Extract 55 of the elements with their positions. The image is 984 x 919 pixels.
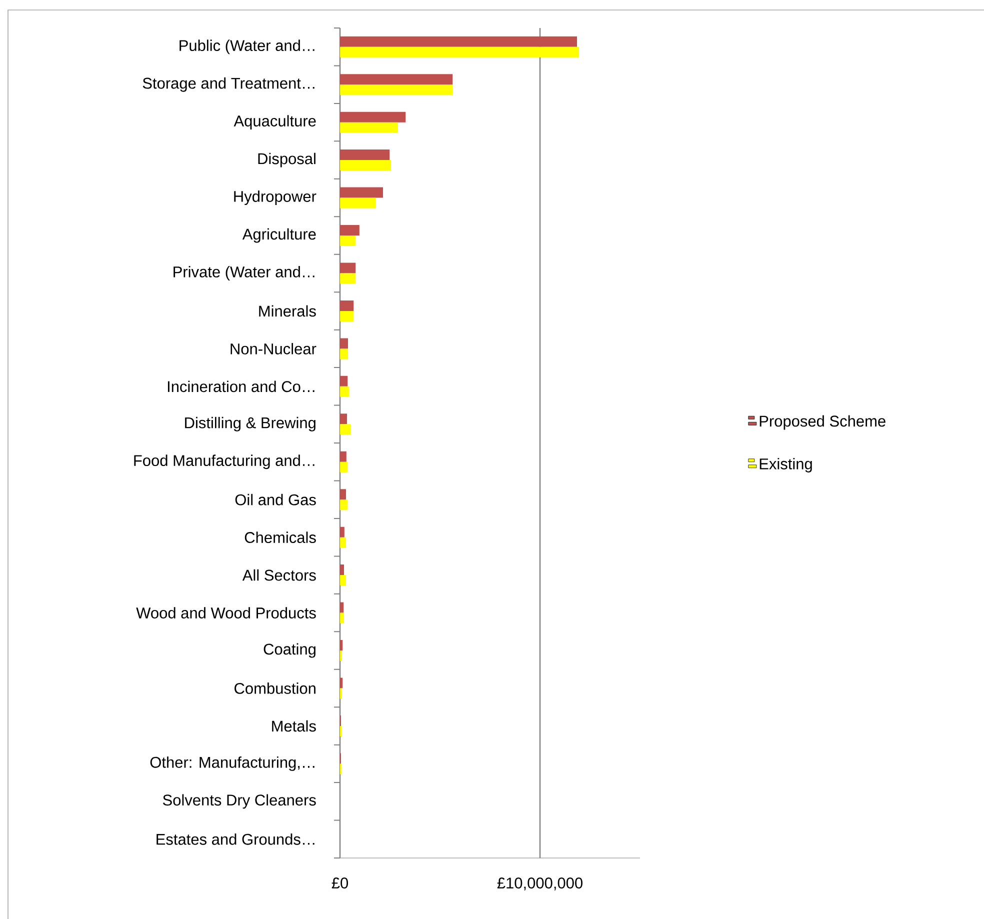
- y-tick-label: Oil and Gas: [235, 494, 316, 506]
- legend-label: Existing: [760, 458, 812, 472]
- y-tick-label: Minerals: [259, 305, 316, 317]
- y-tick-label: Coating: [264, 643, 316, 658]
- y-tick-label: Solvents Dry Cleaners: [162, 794, 316, 809]
- bar: [340, 112, 406, 122]
- y-tick-label: Public (Water and…: [180, 40, 314, 54]
- legend-label: Proposed Scheme: [760, 415, 886, 430]
- bar: [340, 526, 344, 538]
- bar: [340, 575, 346, 586]
- y-tick-label: Metals: [272, 720, 316, 732]
- bar: [340, 84, 453, 96]
- bar: [340, 300, 354, 311]
- bar: [340, 451, 346, 462]
- bar: [340, 462, 348, 472]
- y-tick-label: Food Manufacturing and…: [134, 454, 314, 470]
- bar: [340, 122, 398, 133]
- bar: [340, 225, 360, 236]
- bar: [340, 500, 348, 510]
- x-tick-label: £0: [332, 878, 348, 889]
- y-tick-label: Non-Nuclear: [230, 343, 316, 354]
- y-tick-label: Wood and Wood Products: [136, 607, 316, 618]
- bar: [340, 236, 356, 246]
- bar: [340, 424, 351, 435]
- x-tick-label: £10,000,000: [497, 878, 582, 890]
- bar: [340, 338, 348, 349]
- y-tick-label: Aquaculture: [234, 115, 316, 130]
- bar: [340, 273, 356, 284]
- y-tick-label: Estates and Grounds…: [156, 833, 314, 845]
- y-tick-label: Combustion: [234, 682, 316, 694]
- y-tick-label: Chemicals: [244, 532, 316, 544]
- bar: [340, 386, 350, 397]
- bar: [340, 150, 390, 160]
- y-tick-label: Private (Water and…: [174, 266, 314, 280]
- bar: [340, 160, 392, 171]
- bar: [340, 310, 354, 322]
- bar: [340, 414, 347, 424]
- y-tick-label: Distilling & Brewing: [185, 416, 316, 432]
- bar: [340, 489, 346, 500]
- y-tick-label: Hydropower: [234, 190, 316, 205]
- bar: [340, 262, 356, 274]
- bar: [340, 36, 578, 47]
- bar: [340, 198, 376, 208]
- y-tick-label: Agriculture: [242, 228, 316, 243]
- y-tick-label: Incineration and Co…: [168, 380, 314, 392]
- y-tick-label: Disposal: [258, 152, 316, 168]
- y-tick-label: All Sectors: [242, 569, 316, 581]
- y-tick-label: Storage and Treatment…: [142, 77, 314, 92]
- bar: [340, 187, 384, 198]
- bar: [340, 46, 580, 58]
- bar: [340, 537, 346, 548]
- bar: [340, 348, 348, 360]
- bar: [340, 74, 453, 85]
- bar: [340, 376, 348, 386]
- y-tick-label: Other: Manufacturing,…: [150, 756, 314, 771]
